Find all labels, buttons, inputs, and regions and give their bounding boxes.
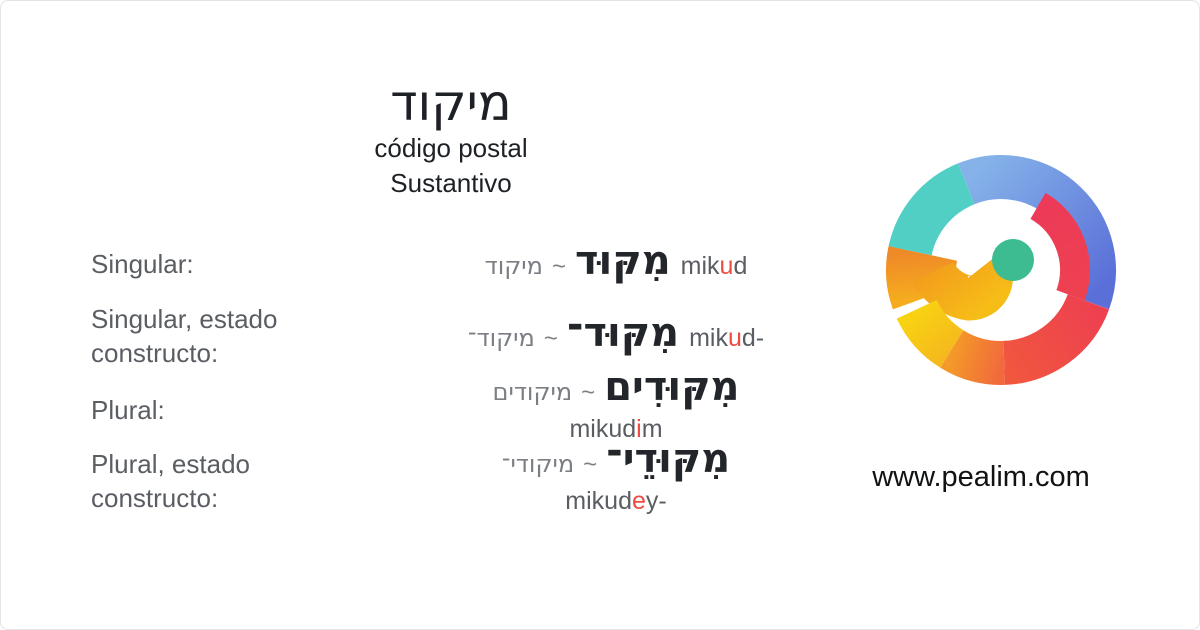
row-singular-construct: מִקּוּד־ ~ מיקוד־ mikud- (421, 310, 811, 356)
transliteration: mikud (681, 252, 748, 280)
translit-accent: u (728, 324, 742, 352)
row-label-singular-construct: Singular, estado constructo: (91, 304, 278, 368)
tilde-separator: ~ (551, 253, 566, 280)
logo-inner-spiral (912, 250, 1013, 321)
site-url: www.pealim.com (872, 461, 1090, 493)
logo-green-dot (992, 239, 1034, 281)
translit-accent: e (631, 487, 646, 515)
translit-post: d (733, 252, 748, 280)
hebrew-form-vocalized: מִקּוּדִים (604, 364, 740, 410)
row-label-singular: Singular: (91, 249, 194, 279)
pealim-logo-icon (886, 155, 1116, 385)
translit-accent: u (719, 252, 734, 280)
tilde-separator: ~ (583, 451, 598, 478)
hebrew-pair: מִקּוּד־ ~ מיקוד־ (468, 310, 679, 356)
tilde-separator: ~ (543, 325, 558, 352)
row-plural-construct: מִקּוּדֵי־ ~ מיקודי־ mikudey- (421, 436, 811, 516)
translit-accent: i (636, 415, 642, 443)
transliteration: mikud- (689, 324, 764, 352)
translit-pre: mikud (569, 415, 637, 443)
translit-pre: mik (689, 324, 728, 352)
hebrew-form-vocalized: מִקּוּדֵי־ (606, 436, 731, 482)
hebrew-form-vocalized: מִקּוּד (575, 238, 671, 284)
hebrew-form-plain: מיקודי־ (501, 450, 575, 478)
row-label-plural: Plural: (91, 395, 165, 425)
tilde-separator: ~ (581, 379, 596, 406)
transliteration: mikudey- (421, 486, 811, 516)
hebrew-form-plain: מיקוד (484, 252, 543, 280)
logo-red-crescent (1029, 192, 1090, 301)
header: מיקוד código postal Sustantivo (1, 75, 901, 201)
logo-segment-red (1002, 293, 1110, 385)
hebrew-pair: מִקּוּד ~ מיקוד (485, 238, 671, 284)
translit-pre: mik (680, 252, 720, 280)
logo-segment-yellow (896, 299, 965, 368)
logo-segment-teal (888, 163, 976, 257)
hebrew-pair: מִקּוּדֵי־ ~ מיקודי־ (502, 436, 730, 482)
translit-post: d- (741, 324, 765, 352)
logo-segment-orange (940, 329, 1005, 385)
hebrew-form-plain: מיקוד־ (467, 324, 535, 352)
page-title: מיקוד (390, 74, 512, 132)
row-plural: מִקּוּדִים ~ מיקודים mikudim (421, 364, 811, 444)
page-subtitle-translation: código postal (374, 133, 528, 163)
logo-segment-blue (957, 155, 1116, 310)
page-subtitle-pos: Sustantivo (390, 168, 512, 198)
transliteration: mikudim (421, 414, 811, 444)
row-singular: מִקּוּד ~ מיקוד mikud (421, 238, 811, 284)
translit-pre: mikud (565, 487, 632, 515)
row-label-plural-construct: Plural, estado constructo: (91, 449, 250, 513)
hebrew-form-vocalized: מִקּוּד־ (566, 310, 680, 356)
translit-post: m (641, 415, 663, 443)
hebrew-pair: מִקּוּדִים ~ מיקודים (493, 364, 740, 410)
translit-post: y- (645, 487, 667, 515)
hebrew-form-plain: מיקודים (492, 378, 573, 406)
